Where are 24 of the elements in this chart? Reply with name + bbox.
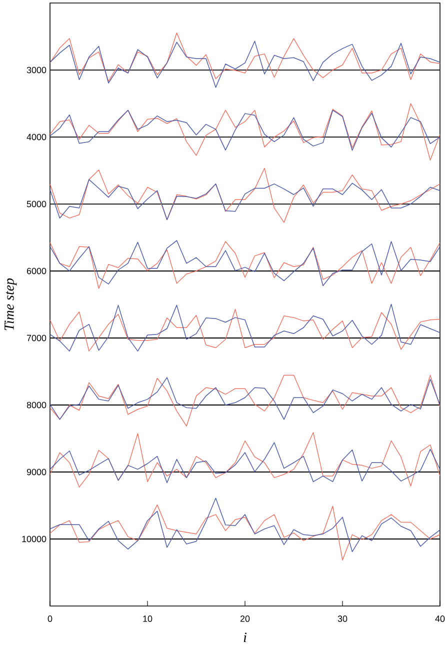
- line-series: [50, 103, 440, 160]
- y-tick-label: 10000: [22, 536, 46, 542]
- line-series: [50, 442, 440, 484]
- line-series: [50, 110, 440, 151]
- x-tick-label: 10: [143, 616, 152, 622]
- y-tick-label: 7000: [26, 334, 46, 342]
- x-tick-label: 40: [435, 616, 445, 622]
- y-tick-label: 9000: [26, 468, 46, 476]
- line-series: [50, 40, 440, 88]
- x-tick-label: 20: [240, 616, 250, 622]
- x-tick-label: 0: [48, 616, 52, 622]
- y-axis-title: Time step: [4, 278, 17, 330]
- line-series: [50, 179, 440, 220]
- y-tick-label: 4000: [26, 134, 46, 140]
- y-tick-label: 6000: [26, 268, 46, 274]
- line-series: [50, 32, 440, 82]
- y-tick-label: 3000: [26, 66, 46, 74]
- y-tick-label: 5000: [26, 200, 46, 208]
- y-tick-label: 8000: [26, 402, 46, 408]
- line-series: [50, 168, 440, 223]
- x-axis-title: i: [244, 632, 247, 642]
- line-series: [50, 377, 440, 420]
- line-series: [50, 432, 440, 488]
- x-tick-label: 30: [338, 616, 348, 622]
